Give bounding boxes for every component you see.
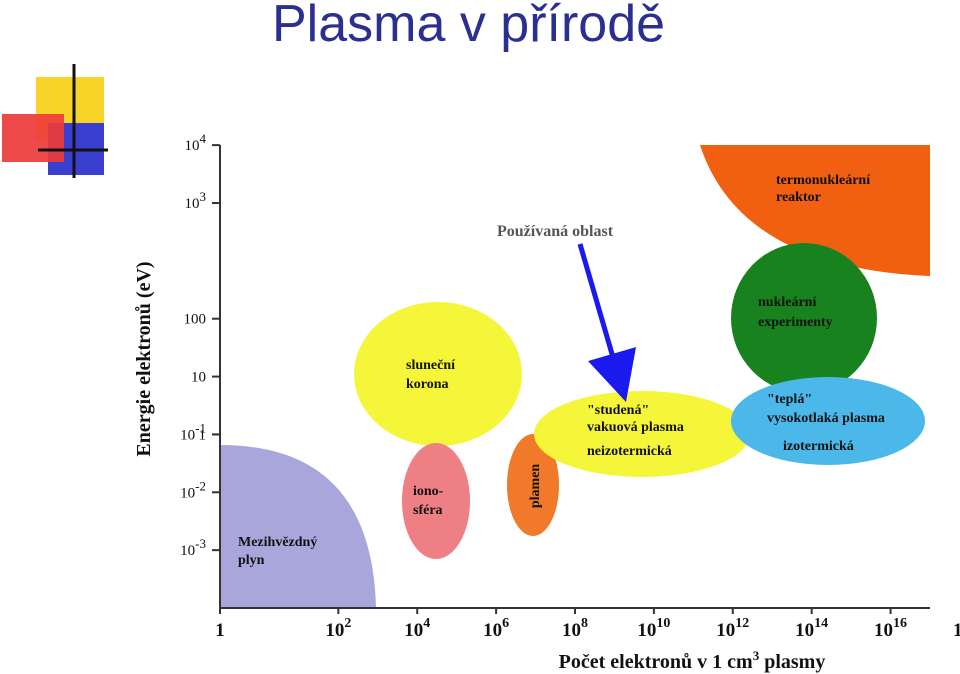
x-axis-label-main: Počet elektronů v 1 cm [559, 651, 753, 673]
label-ionosfera-line2: sféra [413, 503, 443, 518]
x-tick-label: 1012 [716, 616, 749, 641]
region-mezihvezdny-shape [220, 445, 376, 608]
x-tick-label: 104 [404, 616, 430, 641]
x-tick-label: 1016 [874, 616, 907, 641]
region-ionosfera-shape [402, 443, 470, 559]
label-mezihvezdny: Mezihvězdný plyn [238, 535, 321, 568]
label-slunecni-line2: korona [406, 377, 449, 392]
x-tick-label: 1010 [637, 616, 670, 641]
y-tick-label: 104 [185, 131, 207, 154]
slide-title: Plasma v přírodě [272, 0, 666, 53]
label-studena-line3: neizotermická [587, 444, 672, 459]
x-ticks: 1 102 104 106 108 1010 1012 1014 1016 1018 [215, 608, 960, 641]
x-axis-label-tail: plasmy [759, 651, 825, 673]
region-nuklearni-shape [731, 243, 877, 393]
label-mezihvezdny-line1: Mezihvězdný [238, 535, 317, 550]
label-nuklearni: nukleární experimenty [758, 295, 833, 330]
label-ionosfera: iono- sféra [413, 484, 447, 518]
region-plamen-shape [507, 434, 559, 536]
label-tepla-line3: izotermická [783, 439, 854, 454]
x-axis-label: Počet elektronů v 1 cm3 plasmy [559, 648, 826, 673]
x-tick-label: 102 [325, 616, 351, 641]
label-termonuklearni-line2: reaktor [776, 190, 821, 205]
y-tick-label: 1 [199, 427, 207, 443]
x-tick-label: 1014 [795, 616, 828, 641]
x-axis-label-sup: 3 [753, 648, 760, 663]
label-termonuklearni: termonukleární reaktor [776, 173, 874, 205]
x-tick-label: 1018 [953, 616, 960, 641]
region-slunecni-korona-shape [354, 302, 522, 446]
y-tick-label: 100 [184, 312, 207, 328]
label-mezihvezdny-line2: plyn [238, 553, 265, 568]
y-ticks: 10-3 10-2 10-11 10 100 103 104 [180, 131, 220, 559]
y-axis-label: Energie elektronů (eV) [133, 261, 155, 456]
label-nuklearni-line2: experimenty [758, 315, 833, 330]
label-nuklearni-line1: nukleární [758, 295, 817, 310]
annotation-pouzivana-oblast: Používaná oblast [497, 223, 614, 240]
label-ionosfera-line1: iono- [413, 484, 444, 499]
label-studena-line2: vakuová plasma [587, 420, 684, 435]
label-tepla-line1: "teplá" [767, 392, 812, 407]
x-tick-label: 1 [215, 620, 225, 641]
label-tepla-line2: vysokotlaká plasma [767, 411, 885, 426]
y-tick-label: 103 [185, 189, 207, 212]
region-termonuklearni-shape [700, 145, 930, 276]
label-plamen: plamen [528, 464, 543, 509]
y-tick-label: 10-2 [180, 478, 206, 501]
y-tick-label: 10-1 [180, 420, 206, 443]
y-tick-label: 10-3 [180, 536, 206, 559]
label-tepla-plasma: "teplá" vysokotlaká plasma izotermická [767, 392, 888, 454]
y-tick-label: 10 [191, 370, 206, 386]
x-tick-label: 108 [562, 616, 588, 641]
label-studena-line1: "studená" [587, 403, 649, 418]
label-slunecni-line1: sluneční [406, 358, 456, 373]
region-studena-plasma-shape [534, 391, 750, 477]
annotation-arrow [577, 243, 637, 403]
region-tepla-plasma-shape [731, 377, 925, 465]
x-tick-label: 106 [483, 616, 509, 641]
label-termonuklearni-line1: termonukleární [776, 173, 871, 188]
label-slunecni-korona: sluneční korona [406, 358, 459, 392]
decorative-squares-logo [2, 64, 108, 178]
label-studena-plasma: "studená" vakuová plasma neizotermická [587, 403, 687, 459]
